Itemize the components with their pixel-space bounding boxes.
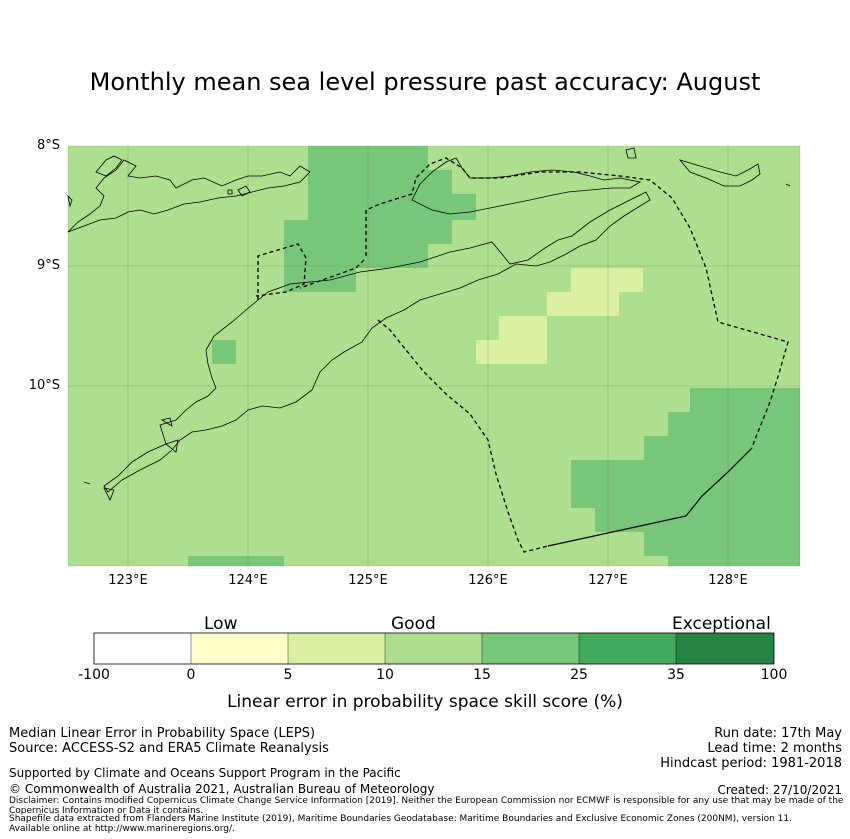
lon-label: 127°E: [588, 573, 628, 588]
colorbar-label: Linear error in probability space skill …: [227, 692, 623, 712]
colorbar-swatch: [482, 633, 579, 664]
lat-label: 8°S: [36, 138, 60, 153]
lon-label: 123°E: [108, 573, 148, 588]
colorbar-tick: 10: [376, 667, 394, 683]
colorbar-tick: 15: [473, 667, 491, 683]
colorbar-category-good: Good: [391, 614, 436, 634]
graticule: [68, 146, 800, 566]
hindcast-period: Hindcast period: 1981-2018: [660, 756, 842, 771]
lon-label: 128°E: [708, 573, 748, 588]
lat-label: 9°S: [36, 258, 60, 273]
border-solid: [547, 447, 753, 547]
colorbar-swatch: [191, 633, 288, 664]
coastline: [67, 147, 791, 501]
colorbar-tick: 5: [283, 667, 293, 683]
skill-cells-15-25: [188, 146, 800, 566]
colorbar-swatch: [288, 633, 385, 664]
method-text: Median Linear Error in Probability Space…: [9, 726, 316, 741]
support-text: Supported by Climate and Oceans Support …: [9, 766, 401, 780]
skill-map: [67, 145, 801, 567]
copyright-text: © Commonwealth of Australia 2021, Austra…: [9, 782, 435, 796]
colorbar-tick: 0: [186, 667, 196, 683]
map-title: Monthly mean sea level pressure past acc…: [89, 68, 761, 96]
colorbar-category-exceptional: Exceptional: [672, 614, 771, 634]
source-text: Source: ACCESS-S2 and ERA5 Climate Reana…: [9, 741, 329, 756]
colorbar-swatch: [579, 633, 676, 664]
colorbar-swatch: [676, 633, 774, 664]
colorbar-tick: -100: [78, 667, 110, 683]
lead-time: Lead time: 2 months: [707, 741, 842, 756]
shapefile-credit: Shapefile data extracted from Flanders M…: [9, 814, 792, 834]
disclaimer-text: Disclaimer: Contains modified Copernicus…: [9, 796, 844, 816]
lon-label: 125°E: [348, 573, 388, 588]
colorbar-category-low: Low: [204, 614, 238, 634]
run-date: Run date: 17th May: [714, 726, 842, 741]
colorbar-tick: 35: [667, 667, 685, 683]
lat-label: 10°S: [28, 378, 60, 393]
colorbar-tick: 100: [760, 667, 788, 683]
colorbar-swatch: [385, 633, 482, 664]
colorbar: [93, 632, 775, 665]
lon-label: 124°E: [228, 573, 268, 588]
colorbar-swatch: [94, 633, 191, 664]
created-date: Created: 27/10/2021: [717, 783, 842, 797]
lon-label: 126°E: [468, 573, 508, 588]
colorbar-tick: 25: [570, 667, 588, 683]
maritime-boundary: [255, 157, 789, 553]
